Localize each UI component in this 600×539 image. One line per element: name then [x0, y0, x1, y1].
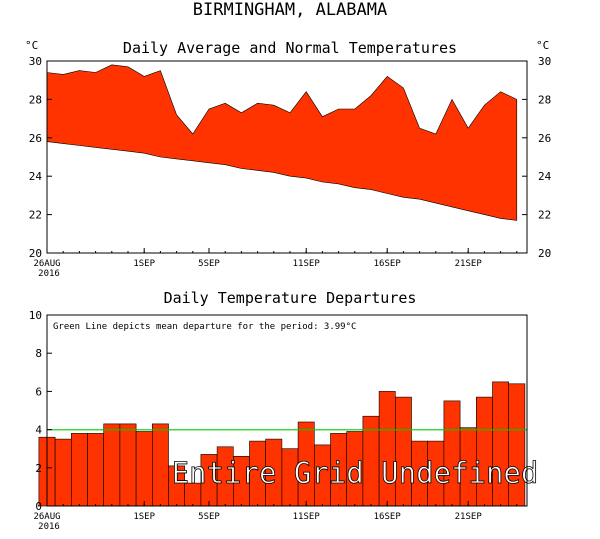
undefined-grid-overlay: Entire Grid Undefined [172, 456, 539, 490]
y-tick-label: 10 [29, 309, 42, 322]
chart1-title: Daily Average and Normal Temperatures [123, 39, 457, 57]
x-tick-year-label: 2016 [38, 522, 60, 532]
departure-bar [152, 423, 169, 507]
x-tick-label: 1SEP [133, 512, 155, 522]
chart1-marks [46, 64, 518, 221]
departure-area [46, 64, 518, 221]
y-tick-label-left: 30 [29, 55, 42, 68]
temperature-chart: Daily Average and Normal Temperatures °C… [25, 39, 552, 279]
y-tick-label-right: 28 [538, 93, 551, 106]
departure-bar [71, 433, 88, 507]
departure-bar [135, 431, 153, 507]
y-tick-label-left: 28 [29, 93, 42, 106]
x-tick-label: 5SEP [198, 259, 220, 269]
x-tick-label: 16SEP [374, 259, 402, 269]
chart1-frame [46, 60, 528, 254]
chart1-ylabel-left: °C [25, 39, 38, 52]
x-tick-label: 26AUG [33, 259, 60, 269]
y-tick-label-right: 30 [538, 55, 551, 68]
x-tick-label: 21SEP [455, 259, 483, 269]
x-tick-label: 26AUG [33, 512, 60, 522]
y-tick-label: 8 [35, 347, 42, 360]
y-tick-label-left: 20 [29, 247, 42, 260]
y-tick-label: 0 [35, 500, 42, 513]
y-tick-label-right: 24 [538, 170, 552, 183]
y-tick-label: 4 [35, 424, 42, 437]
departure-bar [87, 433, 105, 507]
chart1-ylabel-right: °C [536, 39, 549, 52]
x-tick-label: 11SEP [293, 512, 321, 522]
y-tick-label-right: 20 [538, 247, 551, 260]
y-tick-label: 6 [35, 385, 42, 398]
departure-chart: Daily Temperature Departures Green Line … [29, 289, 539, 532]
y-tick-label-left: 22 [29, 209, 42, 222]
chart2-marks [38, 381, 527, 507]
x-tick-label: 11SEP [293, 259, 321, 269]
x-tick-label: 1SEP [133, 259, 155, 269]
page-title: BIRMINGHAM, ALABAMA [193, 0, 387, 20]
x-tick-label: 16SEP [374, 512, 402, 522]
y-tick-label-right: 22 [538, 209, 551, 222]
departure-bar [103, 423, 121, 507]
departure-bar [443, 400, 461, 507]
y-tick-label: 2 [35, 462, 42, 475]
x-tick-year-label: 2016 [38, 269, 60, 279]
departure-bar [54, 438, 72, 507]
y-tick-label-left: 26 [29, 132, 42, 145]
y-tick-label-right: 26 [538, 132, 551, 145]
y-tick-label-left: 24 [29, 170, 43, 183]
x-tick-label: 5SEP [198, 512, 220, 522]
chart2-title: Daily Temperature Departures [164, 289, 417, 307]
x-tick-label: 21SEP [455, 512, 483, 522]
chart2-frame [46, 314, 528, 507]
chart2-annotation: Green Line depicts mean departure for th… [53, 322, 356, 332]
departure-bar [119, 423, 137, 507]
